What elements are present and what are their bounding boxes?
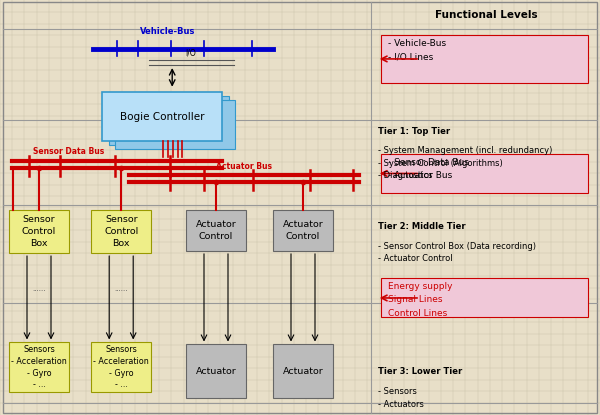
FancyBboxPatch shape bbox=[381, 154, 588, 193]
FancyBboxPatch shape bbox=[186, 210, 246, 251]
Text: ......: ...... bbox=[32, 286, 46, 293]
FancyBboxPatch shape bbox=[381, 278, 588, 317]
Text: ......: ...... bbox=[115, 286, 128, 293]
FancyBboxPatch shape bbox=[109, 96, 229, 145]
Text: Actuator
Control: Actuator Control bbox=[196, 220, 236, 241]
Text: Sensors
- Acceleration
- Gyro
- ...: Sensors - Acceleration - Gyro - ... bbox=[11, 345, 67, 389]
FancyBboxPatch shape bbox=[381, 35, 588, 83]
FancyBboxPatch shape bbox=[102, 92, 222, 141]
Text: Actuator
Control: Actuator Control bbox=[283, 220, 323, 241]
Text: - Sensor Control Box (Data recording)
- Actuator Control: - Sensor Control Box (Data recording) - … bbox=[378, 242, 536, 264]
Text: Tier 1: Top Tier: Tier 1: Top Tier bbox=[378, 127, 450, 136]
Text: Energy supply
Signal Lines
Control Lines: Energy supply Signal Lines Control Lines bbox=[388, 282, 453, 317]
Text: Actuator: Actuator bbox=[283, 367, 323, 376]
Text: Tier 3: Lower Tier: Tier 3: Lower Tier bbox=[378, 367, 462, 376]
Text: Vehicle-Bus: Vehicle-Bus bbox=[140, 27, 196, 36]
Text: Sensor Data Bus: Sensor Data Bus bbox=[33, 147, 104, 156]
FancyBboxPatch shape bbox=[91, 342, 151, 392]
FancyBboxPatch shape bbox=[9, 342, 69, 392]
FancyBboxPatch shape bbox=[9, 210, 69, 253]
Text: Functional Levels: Functional Levels bbox=[434, 10, 538, 20]
Text: - Sensors
- Actuators: - Sensors - Actuators bbox=[378, 387, 424, 409]
Text: Bogie Controller: Bogie Controller bbox=[120, 112, 204, 122]
FancyBboxPatch shape bbox=[186, 344, 246, 398]
FancyBboxPatch shape bbox=[273, 344, 333, 398]
Text: Tier 2: Middle Tier: Tier 2: Middle Tier bbox=[378, 222, 466, 231]
FancyBboxPatch shape bbox=[91, 210, 151, 253]
Text: Actuator: Actuator bbox=[196, 367, 236, 376]
Text: Sensors
- Acceleration
- Gyro
- ...: Sensors - Acceleration - Gyro - ... bbox=[94, 345, 149, 389]
Text: - System Management (incl. redundancy)
- System Control (Algorithms)
- Diagnosti: - System Management (incl. redundancy) -… bbox=[378, 146, 553, 181]
Text: Actuator Bus: Actuator Bus bbox=[216, 161, 272, 171]
Text: I/O: I/O bbox=[185, 48, 196, 57]
Text: - Sensor Data Bus
- Actuator Bus: - Sensor Data Bus - Actuator Bus bbox=[388, 158, 469, 180]
Text: Sensor
Control
Box: Sensor Control Box bbox=[22, 215, 56, 248]
Text: - Vehicle-Bus
- I/O Lines: - Vehicle-Bus - I/O Lines bbox=[388, 39, 446, 61]
FancyBboxPatch shape bbox=[115, 100, 235, 149]
FancyBboxPatch shape bbox=[273, 210, 333, 251]
Text: Sensor
Control
Box: Sensor Control Box bbox=[104, 215, 139, 248]
